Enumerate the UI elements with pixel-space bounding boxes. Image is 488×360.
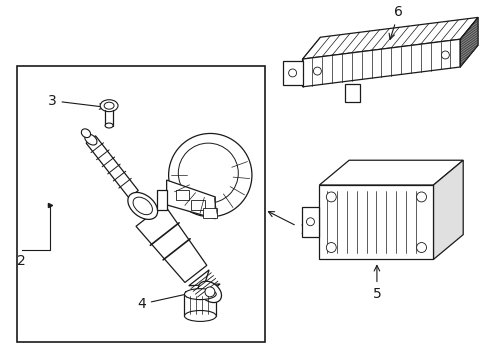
Text: 5: 5: [372, 265, 381, 301]
Polygon shape: [282, 61, 302, 85]
Polygon shape: [188, 270, 220, 300]
Ellipse shape: [198, 281, 221, 302]
Bar: [175, 190, 189, 200]
Ellipse shape: [127, 193, 157, 219]
Polygon shape: [459, 17, 477, 67]
Ellipse shape: [184, 311, 216, 321]
Text: 3: 3: [48, 94, 105, 109]
Ellipse shape: [105, 123, 113, 128]
Circle shape: [313, 67, 321, 75]
Ellipse shape: [81, 129, 90, 138]
Circle shape: [306, 218, 314, 226]
Circle shape: [325, 243, 336, 252]
Circle shape: [416, 243, 426, 252]
Circle shape: [325, 192, 336, 202]
Ellipse shape: [184, 289, 216, 300]
Text: 4: 4: [137, 292, 191, 311]
Bar: [191, 200, 205, 210]
Polygon shape: [432, 160, 462, 260]
Ellipse shape: [104, 102, 114, 109]
Text: 6: 6: [388, 5, 402, 39]
Polygon shape: [86, 136, 138, 198]
Ellipse shape: [100, 100, 118, 112]
Ellipse shape: [133, 197, 152, 215]
Polygon shape: [136, 204, 206, 283]
Polygon shape: [302, 39, 459, 87]
Polygon shape: [156, 190, 166, 210]
Circle shape: [168, 134, 251, 217]
Polygon shape: [301, 207, 319, 237]
Text: 1: 1: [268, 212, 308, 237]
Bar: [203, 208, 217, 218]
Circle shape: [441, 51, 448, 59]
Polygon shape: [344, 84, 359, 102]
Polygon shape: [302, 17, 477, 59]
Circle shape: [288, 69, 296, 77]
Polygon shape: [166, 180, 215, 219]
Bar: [319, 185, 432, 260]
Polygon shape: [319, 160, 462, 185]
Circle shape: [204, 287, 214, 297]
Circle shape: [416, 192, 426, 202]
Text: 2: 2: [17, 255, 25, 269]
Ellipse shape: [84, 134, 97, 145]
Bar: [17, 66, 264, 342]
